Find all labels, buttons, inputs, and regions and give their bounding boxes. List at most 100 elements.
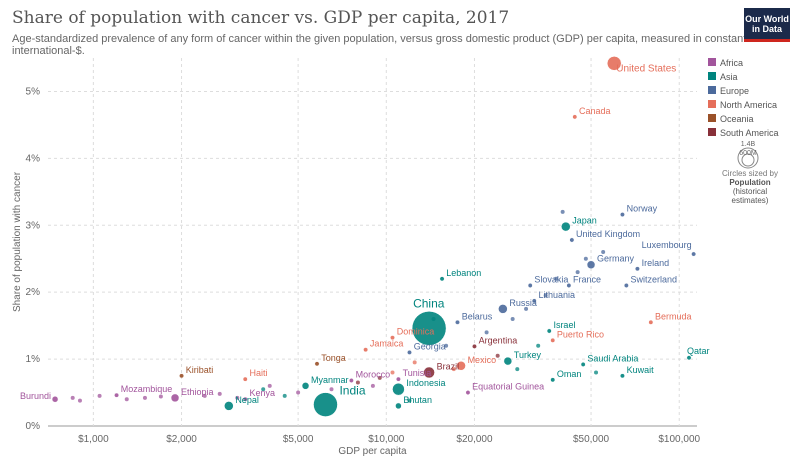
point-label: Saudi Arabia <box>587 353 638 363</box>
scatter-point <box>451 367 456 372</box>
point-label: Myanmar <box>311 375 349 385</box>
point-label: Tonga <box>321 353 346 363</box>
scatter-point-bhutan <box>395 402 402 410</box>
point-label: Germany <box>597 254 635 264</box>
scatter-point <box>510 316 515 321</box>
legend-swatch <box>708 58 716 66</box>
point-label: Israel <box>553 320 575 330</box>
scatter-point <box>282 393 287 398</box>
point-label: Switzerland <box>631 274 678 284</box>
point-label: Slovakia <box>534 274 568 284</box>
scatter-point-brazil <box>423 366 435 379</box>
scatter-point <box>70 395 75 400</box>
legend-swatch <box>708 100 716 108</box>
scatter-point-turkey <box>503 356 513 366</box>
point-label: Argentina <box>479 335 518 345</box>
scatter-point-ireland <box>634 266 640 272</box>
scatter-point <box>261 387 266 392</box>
scatter-point-switzerland <box>623 283 629 288</box>
x-tick-label: $5,000 <box>283 434 314 445</box>
scatter-point <box>77 398 82 403</box>
x-axis-title: GDP per capita <box>338 446 407 457</box>
size-legend-variable-3: estimates) <box>732 196 769 205</box>
y-axis-title: Share of population with cancer <box>12 171 23 312</box>
scatter-point <box>390 370 395 375</box>
owid-logo[interactable]: Our World in Data <box>744 8 790 42</box>
y-tick-label: 0% <box>26 421 41 432</box>
x-tick-label: $20,000 <box>456 434 493 445</box>
point-label: Burundi <box>20 391 51 401</box>
scatter-point <box>355 380 360 385</box>
point-label: Bermuda <box>655 311 692 321</box>
point-label: Russia <box>509 298 537 308</box>
scatter-point-nepal <box>224 401 234 411</box>
point-label: Haiti <box>249 368 267 378</box>
chart-title: Share of population with cancer vs. GDP … <box>12 8 510 28</box>
point-label: Kiribati <box>186 365 214 375</box>
scatter-point-germany <box>586 260 596 269</box>
y-tick-label: 5% <box>26 86 41 97</box>
scatter-point-oman <box>550 377 556 383</box>
scatter-point <box>329 387 334 392</box>
point-label: Turkey <box>514 350 542 360</box>
point-label: Lebanon <box>446 268 481 278</box>
scatter-point <box>370 383 375 388</box>
scatter-point-bermuda <box>648 319 654 325</box>
y-tick-label: 2% <box>26 287 41 298</box>
scatter-point <box>484 330 489 335</box>
legend-label: North America <box>720 100 777 110</box>
scatter-point-japan <box>561 221 571 232</box>
point-label: Equatorial Guinea <box>472 382 544 392</box>
scatter-point <box>554 276 559 281</box>
x-tick-label: $1,000 <box>78 434 109 445</box>
x-tick-label: $10,000 <box>368 434 405 445</box>
scatter-point <box>575 270 580 275</box>
scatter-point <box>412 360 417 365</box>
scatter-point-dominica <box>390 335 395 341</box>
scatter-point-kiribati <box>179 373 185 379</box>
scatter-point-mexico <box>456 361 466 371</box>
scatter-point-myanmar <box>301 382 310 390</box>
scatter-point-jamaica <box>363 347 369 353</box>
scatter-point <box>97 393 102 398</box>
scatter-point <box>217 391 222 396</box>
size-legend-caption: Circles sized by <box>722 169 778 178</box>
scatter-point-norway <box>619 212 625 218</box>
point-label: Kenya <box>249 388 275 398</box>
point-label: Norway <box>627 204 658 214</box>
point-label: Morocco <box>356 370 391 380</box>
scatter-point-france <box>566 283 572 288</box>
logo-line1: Our World <box>745 14 789 24</box>
scatter-point-haiti <box>242 376 248 382</box>
legend-swatch <box>708 114 716 122</box>
scatter-point <box>515 367 520 372</box>
legend-swatch <box>708 128 716 136</box>
point-label: Mexico <box>468 355 497 365</box>
scatter-point <box>142 395 147 400</box>
x-tick-label: $100,000 <box>658 434 700 445</box>
legend-label: Asia <box>720 72 738 82</box>
scatter-point <box>583 256 588 261</box>
point-label: Nepal <box>235 395 259 405</box>
size-legend-variable-2: (historical <box>733 187 767 196</box>
size-legend-large-label: 1.4B <box>741 141 756 148</box>
x-tick-label: $50,000 <box>573 434 610 445</box>
scatter-point <box>601 250 606 255</box>
scatter-point-belarus <box>455 319 460 325</box>
scatter-point-qatar <box>686 355 692 361</box>
point-label: China <box>413 296 445 310</box>
scatter-point <box>267 383 272 388</box>
point-label: France <box>573 274 601 284</box>
scatter-point <box>377 375 382 380</box>
point-label: Dominica <box>397 327 435 337</box>
y-tick-label: 4% <box>26 153 41 164</box>
legend-swatch <box>708 86 716 94</box>
scatter-point-mozambique <box>114 392 120 398</box>
scatter-point-kuwait <box>619 373 625 379</box>
scatter-point <box>594 370 599 375</box>
scatter-point-argentina <box>472 343 477 349</box>
scatter-point-israel <box>546 328 552 334</box>
y-tick-label: 1% <box>26 354 41 365</box>
scatter-point-burundi <box>51 395 59 403</box>
